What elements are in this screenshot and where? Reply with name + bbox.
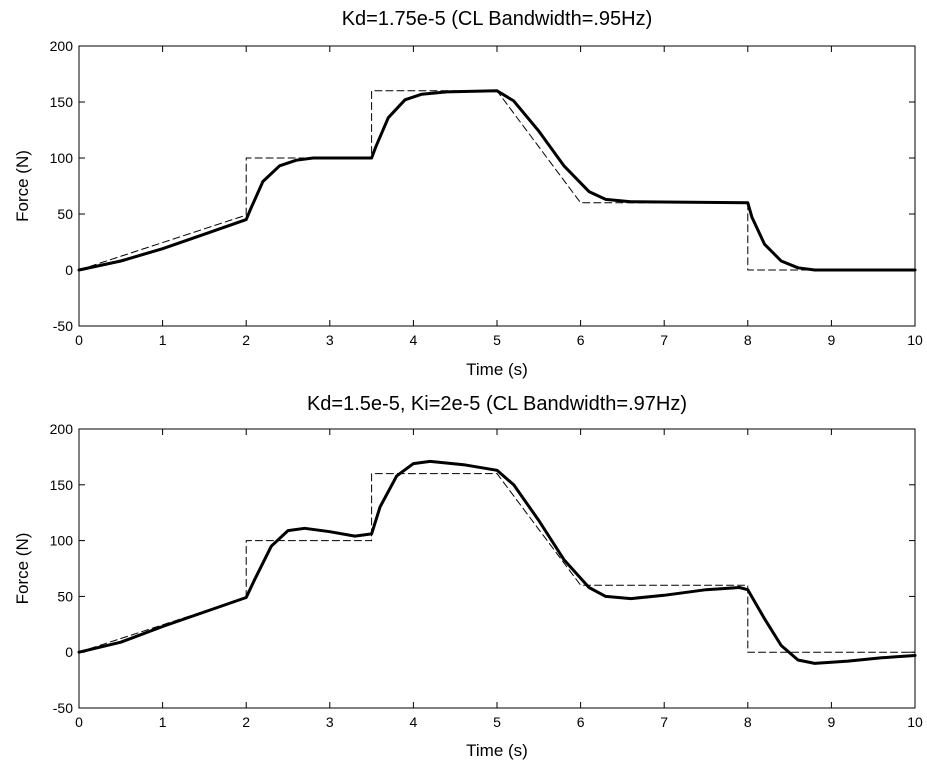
x-tick-label: 9 xyxy=(828,714,836,730)
x-tick-label: 1 xyxy=(159,714,167,730)
chart-1: Kd=1.75e-5 (CL Bandwidth=.95Hz) 0 1 2 3 4 5 6 7 8… xyxy=(13,8,923,379)
x-tick-label: 10 xyxy=(907,332,923,348)
reference-line xyxy=(78,90,916,271)
x-tick-label: 5 xyxy=(493,332,501,348)
x-tick-label: 3 xyxy=(326,332,334,348)
x-tick-label: 4 xyxy=(410,714,418,730)
y-tick-label: 150 xyxy=(50,477,74,493)
x-tick-label: 1 xyxy=(159,332,167,348)
x-tick-label: 8 xyxy=(744,332,752,348)
response-line xyxy=(77,89,917,272)
y-tick-label: 50 xyxy=(57,588,73,604)
x-tick-label: 4 xyxy=(410,332,418,348)
x-tick-label: 6 xyxy=(577,332,585,348)
reference-line xyxy=(78,473,916,653)
x-tick-label: 3 xyxy=(326,714,334,730)
x-tick-label: 6 xyxy=(577,714,585,730)
x-tick-label: 0 xyxy=(75,332,83,348)
y-axis-label: Force (N) xyxy=(13,150,32,222)
x-tick-label: 10 xyxy=(907,714,923,730)
x-axis-label: Time (s) xyxy=(466,741,528,760)
y-tick-label: 0 xyxy=(65,262,73,278)
y-tick-label: 0 xyxy=(65,644,73,660)
x-tick-label: 7 xyxy=(660,332,668,348)
plot-frame xyxy=(78,45,916,327)
x-tick-label: 2 xyxy=(242,714,250,730)
y-tick-label: -50 xyxy=(53,318,73,334)
x-tick-label: 5 xyxy=(493,714,501,730)
x-tick-label: 7 xyxy=(660,714,668,730)
y-tick-label: 100 xyxy=(50,533,74,549)
y-tick-label: 100 xyxy=(50,150,74,166)
response-line xyxy=(77,459,917,665)
chart-2: Kd=1.5e-5, Ki=2e-5 (CL Bandwidth=.97Hz) 0… xyxy=(13,393,923,760)
x-tick-label: 8 xyxy=(744,714,752,730)
x-tick-label: 0 xyxy=(75,714,83,730)
x-tick-label: 2 xyxy=(242,332,250,348)
x-axis-label: Time (s) xyxy=(466,360,528,379)
y-axis-label: Force (N) xyxy=(13,533,32,605)
y-tick-label: 150 xyxy=(50,94,74,110)
y-tick-label: 50 xyxy=(57,206,73,222)
chart-title: Kd=1.5e-5, Ki=2e-5 (CL Bandwidth=.97Hz) xyxy=(307,393,687,415)
chart-title: Kd=1.75e-5 (CL Bandwidth=.95Hz) xyxy=(342,8,653,30)
x-tick-label: 9 xyxy=(828,332,836,348)
y-tick-label: 200 xyxy=(50,421,74,437)
y-tick-label: 200 xyxy=(50,38,74,54)
y-tick-label: -50 xyxy=(53,700,73,716)
